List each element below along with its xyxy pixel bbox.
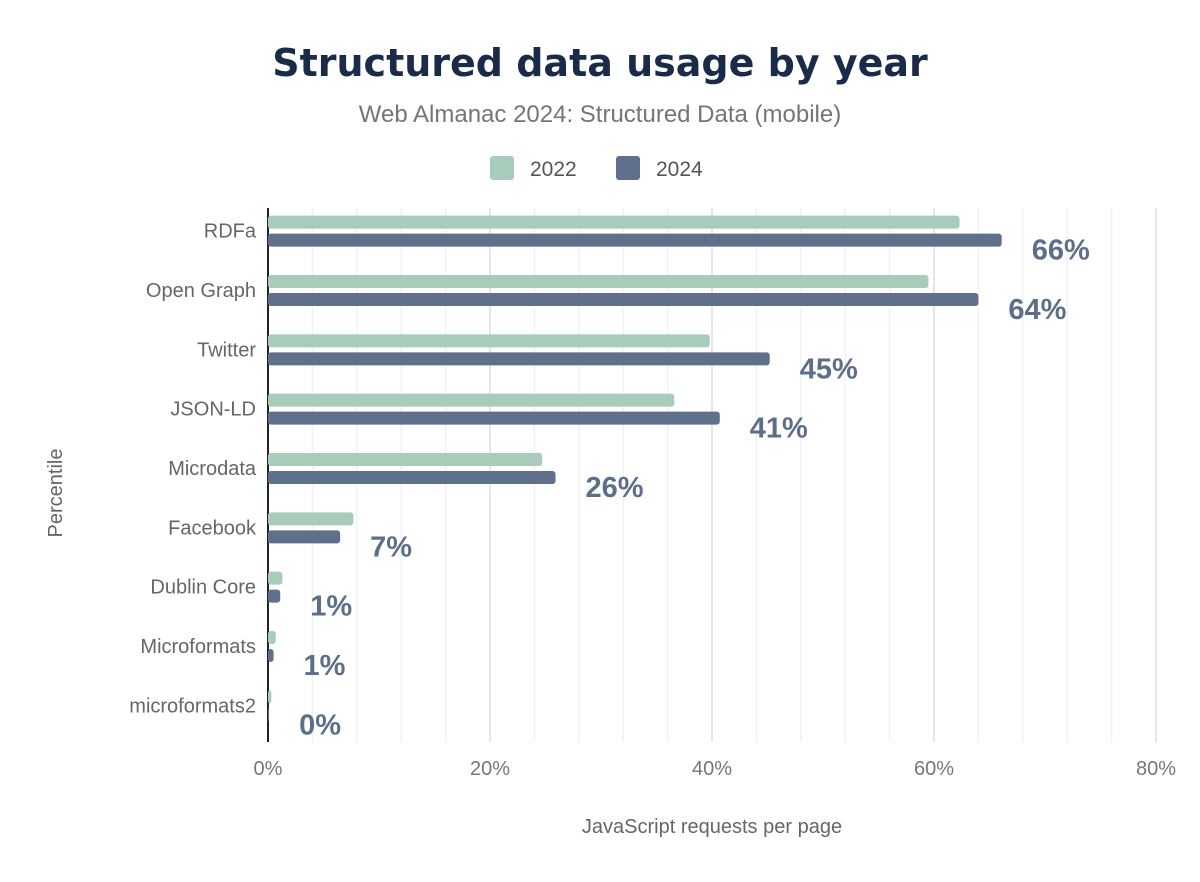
category-label: Microformats [140, 636, 256, 658]
x-tick-label: 20% [470, 758, 510, 780]
category-label: Microdata [168, 458, 257, 480]
x-axis-title: JavaScript requests per page [582, 816, 842, 838]
bar-2024 [268, 530, 341, 544]
bar-2024 [268, 589, 281, 603]
data-label: 45% [800, 353, 858, 385]
category-label: RDFa [204, 221, 257, 243]
x-tick-label: 0% [254, 758, 283, 780]
bar-2022 [268, 215, 960, 229]
category-label: Facebook [168, 517, 257, 539]
category-label: Twitter [197, 339, 256, 361]
chart-subtitle: Web Almanac 2024: Structured Data (mobil… [359, 101, 841, 128]
bar-2024 [268, 293, 979, 306]
category-labels: RDFa Open Graph Twitter JSON-LD Microdata Fac… [129, 221, 257, 718]
x-tick-labels: 0% 20% 40% 60% 80% [254, 758, 1177, 780]
bars [268, 215, 1002, 722]
bar-2022 [268, 571, 283, 585]
bar-2022 [268, 275, 929, 288]
legend: 2022 2024 [490, 156, 703, 181]
data-label: 1% [310, 591, 352, 623]
chart-title: Structured data usage by year [272, 41, 928, 85]
category-label: Open Graph [146, 280, 256, 302]
legend-swatch-2022 [490, 156, 514, 180]
category-label: JSON-LD [170, 399, 256, 421]
bar-2024 [268, 708, 270, 722]
data-label: 7% [370, 531, 412, 563]
data-label: 64% [1008, 294, 1066, 326]
bar-2022 [268, 334, 710, 348]
data-label: 1% [304, 650, 346, 682]
legend-swatch-2024 [616, 156, 640, 180]
data-label: 41% [750, 413, 808, 445]
bar-2022 [268, 690, 272, 704]
bar-2022 [268, 512, 354, 526]
legend-label: 2024 [656, 158, 703, 181]
category-label: Dublin Core [150, 577, 256, 599]
bar-2024 [268, 233, 1002, 247]
x-tick-label: 60% [914, 758, 954, 780]
bar-2024 [268, 411, 720, 425]
bar-2022 [268, 453, 543, 466]
x-tick-label: 40% [692, 758, 732, 780]
data-label: 26% [585, 472, 643, 504]
bar-2024 [268, 352, 770, 366]
bar-2024 [268, 471, 556, 484]
bar-2024 [268, 649, 274, 662]
bar-2022 [268, 631, 276, 644]
y-axis-title: Percentile [45, 449, 67, 538]
data-label: 66% [1032, 235, 1090, 267]
x-tick-label: 80% [1136, 758, 1176, 780]
bar-2022 [268, 393, 675, 407]
legend-label: 2022 [530, 158, 577, 181]
data-label: 0% [299, 709, 341, 741]
category-label: microformats2 [129, 695, 256, 717]
data-labels: 66% 64% 45% 41% 26% 7% 1% 1% 0% [299, 235, 1090, 742]
